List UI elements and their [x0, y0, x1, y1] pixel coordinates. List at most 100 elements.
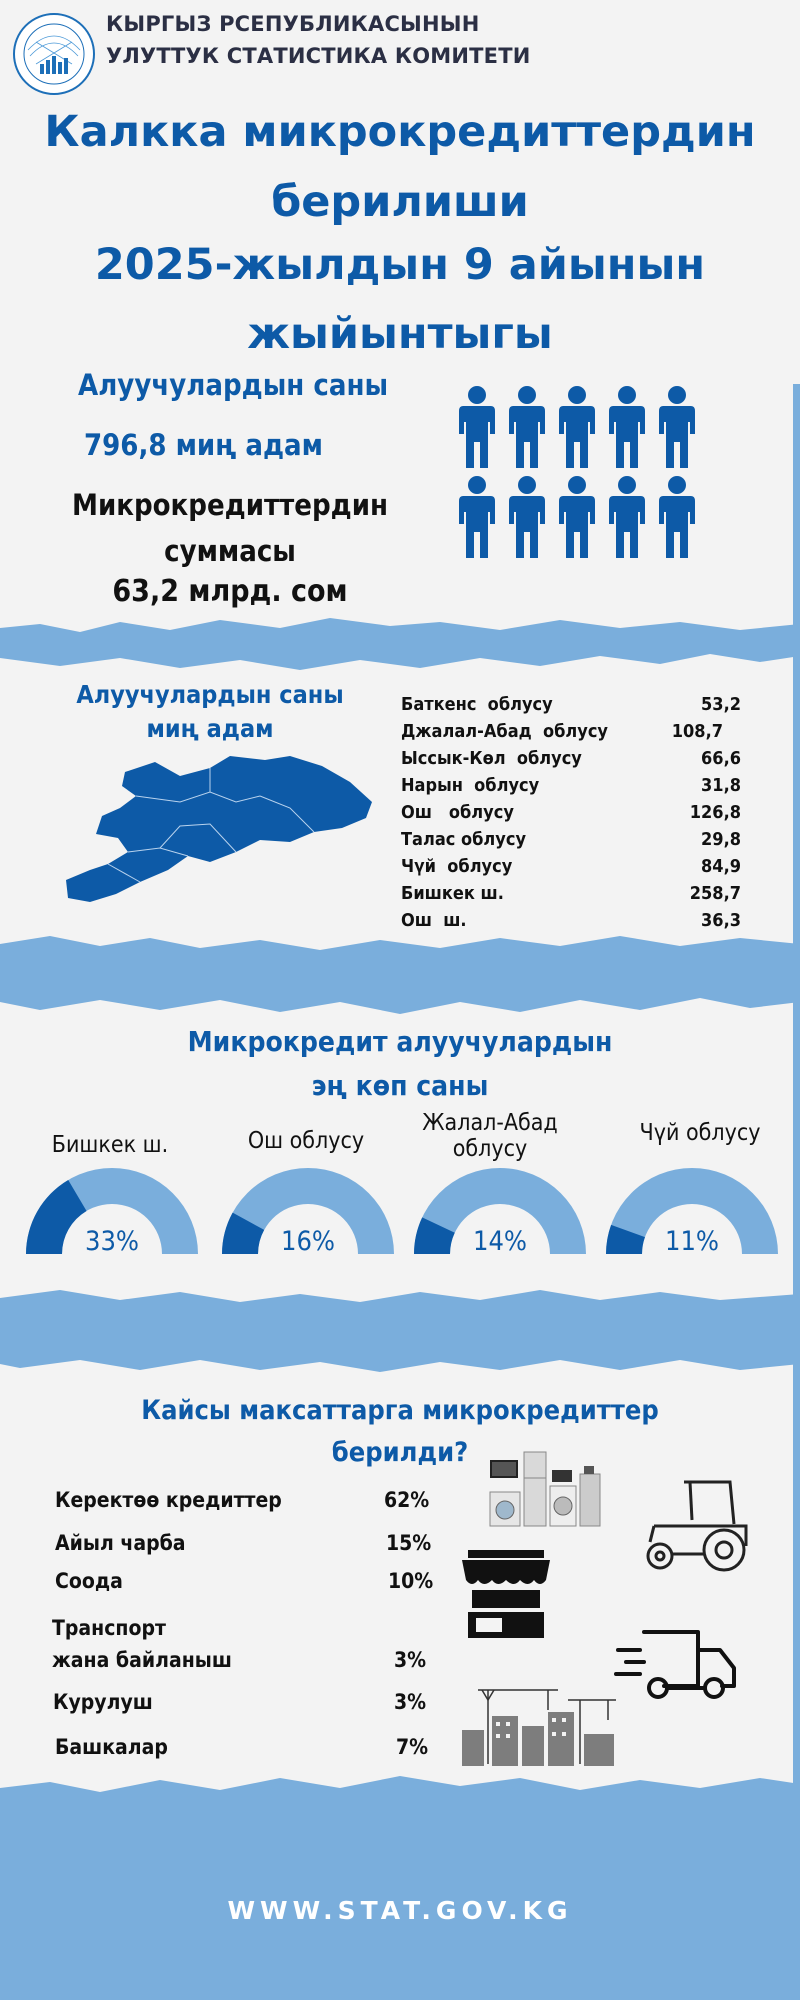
donut-track — [222, 1168, 394, 1254]
torn-paper-band — [0, 618, 800, 670]
region-name: Нарын облусу — [401, 775, 540, 796]
donut-fill — [222, 1212, 265, 1254]
region-row: Ош облусу 126,8 — [401, 800, 741, 827]
donut-percent: 33% — [85, 1226, 139, 1256]
purpose-value: 15% — [386, 1531, 432, 1555]
purpose-label: Транспорт жана байланыш — [52, 1612, 232, 1676]
half-donut-chart: 14% — [414, 1168, 586, 1256]
half-donut-chart: 33% — [26, 1168, 198, 1256]
donut-fill — [26, 1179, 87, 1254]
title-line2: берилиши — [271, 177, 529, 227]
kyrgyzstan-map-icon — [66, 756, 372, 902]
region-title-line1: Алуучулардын саны — [76, 680, 344, 709]
delivery-truck-icon — [614, 1630, 736, 1699]
region-value: 29,8 — [701, 829, 741, 850]
top-recipients-title-line2: эң көп саны — [311, 1069, 489, 1102]
region-row: Чүй облусу 84,9 — [401, 854, 741, 881]
region-name: Бишкек ш. — [401, 883, 504, 904]
region-value: 53,2 — [701, 694, 741, 715]
purpose-label: Айыл чарба — [55, 1531, 186, 1555]
top-recipients-title: Микрокредит алуучулардын эң көп саны — [0, 1020, 800, 1108]
donut-label-line1: Бишкек ш. — [51, 1132, 169, 1158]
purpose-label-line2: жана байланыш — [52, 1648, 232, 1672]
purposes-title-line2: берилди? — [331, 1437, 469, 1468]
recipients-label: Алуучулардын саны — [78, 368, 389, 402]
household-appliances-icon — [489, 1451, 601, 1527]
purpose-label: Башкалар — [55, 1735, 168, 1759]
donut-label-line1: Чүй облусу — [639, 1120, 761, 1146]
purpose-label: Керектөө кредиттер — [55, 1488, 282, 1512]
purpose-label: Соода — [55, 1569, 123, 1593]
region-row: Джалал-Абад облусу 108,7 — [401, 719, 741, 746]
donut-label: Жалал-Абад облусу — [400, 1110, 580, 1162]
top-recipients-title-line1: Микрокредит алуучулардын — [187, 1025, 613, 1058]
donut-label-line2: облусу — [452, 1136, 528, 1162]
half-donut-chart: 16% — [222, 1168, 394, 1256]
region-name: Талас облусу — [401, 829, 527, 850]
region-row: Талас облусу 29,8 — [401, 827, 741, 854]
half-donut-chart: 11% — [606, 1168, 778, 1256]
donut-percent: 14% — [473, 1226, 527, 1256]
title-line4: жыйынтыгы — [247, 309, 553, 359]
region-section-title: Алуучулардын саны миң адам — [60, 678, 360, 746]
region-name: Чүй облусу — [401, 856, 513, 877]
website-link[interactable]: WWW.STAT.GOV.KG — [227, 1896, 573, 1925]
purpose-label-line1: Транспорт — [52, 1616, 166, 1640]
shop-icon — [462, 1550, 550, 1638]
title-line1: Калкка микрокредиттердин — [44, 107, 756, 157]
donut-label-line1: Ош облусу — [247, 1128, 365, 1154]
region-title-line2: миң адам — [146, 714, 274, 743]
people-icon — [459, 386, 695, 558]
loan-sum-label: Микрокредиттердин суммасы — [71, 488, 388, 568]
tractor-icon — [646, 1480, 748, 1572]
region-row: Баткенс облусу 53,2 — [401, 692, 741, 719]
donut-label: Чүй облусу — [610, 1120, 790, 1146]
donut-label-line1: Жалал-Абад — [422, 1110, 558, 1136]
region-value: 258,7 — [689, 883, 741, 904]
region-row: Ош ш. 36,3 — [401, 908, 741, 935]
footer-band — [0, 1776, 800, 2000]
recipients-value: 796,8 миң адам — [84, 428, 323, 462]
page-title: Калкка микрокредиттердин берилиши 2025-ж… — [0, 96, 800, 374]
purpose-value: 62% — [384, 1488, 430, 1512]
donut-fill — [414, 1217, 455, 1254]
region-name: Ош облусу — [401, 802, 514, 823]
region-row: Нарын облусу 31,8 — [401, 773, 741, 800]
region-row: Бишкек ш. 258,7 — [401, 881, 741, 908]
donut-track — [606, 1168, 778, 1254]
donut-fill — [606, 1224, 645, 1254]
donut-percent: 11% — [665, 1226, 719, 1256]
edge-stripe — [793, 384, 800, 1804]
nsc-logo-icon — [13, 13, 95, 95]
org-name-line2: УЛУТТУК СТАТИСТИКА КОМИТЕТИ — [106, 44, 531, 68]
purpose-value: 3% — [394, 1648, 427, 1672]
region-value: 36,3 — [701, 910, 741, 931]
purposes-title-line1: Кайсы максаттарга микрокредиттер — [141, 1395, 659, 1426]
org-name-line1: КЫРГЫЗ РСЕПУБЛИКАСЫНЫН — [106, 12, 480, 36]
purpose-value: 7% — [396, 1735, 429, 1759]
region-value: 31,8 — [701, 775, 741, 796]
region-name: Баткенс облусу — [401, 694, 553, 715]
region-name: Ош ш. — [401, 910, 467, 931]
region-value: 66,6 — [701, 748, 741, 769]
torn-paper-band — [0, 936, 800, 1014]
region-value: 108,7 — [671, 721, 723, 742]
construction-icon — [462, 1689, 616, 1766]
purposes-title: Кайсы максаттарга микрокредиттер берилди… — [0, 1390, 800, 1474]
purpose-value: 3% — [394, 1690, 427, 1714]
donut-track — [414, 1168, 586, 1254]
loan-sum-value: 63,2 млрд. сом — [112, 574, 348, 609]
region-name: Ысcык-Көл облусу — [401, 748, 582, 769]
region-value: 126,8 — [689, 802, 741, 823]
purpose-value: 10% — [388, 1569, 434, 1593]
title-line3: 2025-жылдын 9 айынын — [94, 240, 706, 290]
donut-label: Бишкек ш. — [20, 1132, 200, 1158]
purpose-label: Курулуш — [53, 1690, 153, 1714]
region-table: Баткенс облусу 53,2 Джалал-Абад облусу 108… — [401, 692, 741, 935]
donut-label: Ош облусу — [216, 1128, 396, 1154]
donut-percent: 16% — [281, 1226, 335, 1256]
torn-paper-band — [0, 1290, 800, 1372]
region-value: 84,9 — [701, 856, 741, 877]
region-name: Джалал-Абад облусу — [401, 721, 608, 742]
region-row: Ысcык-Көл облусу 66,6 — [401, 746, 741, 773]
